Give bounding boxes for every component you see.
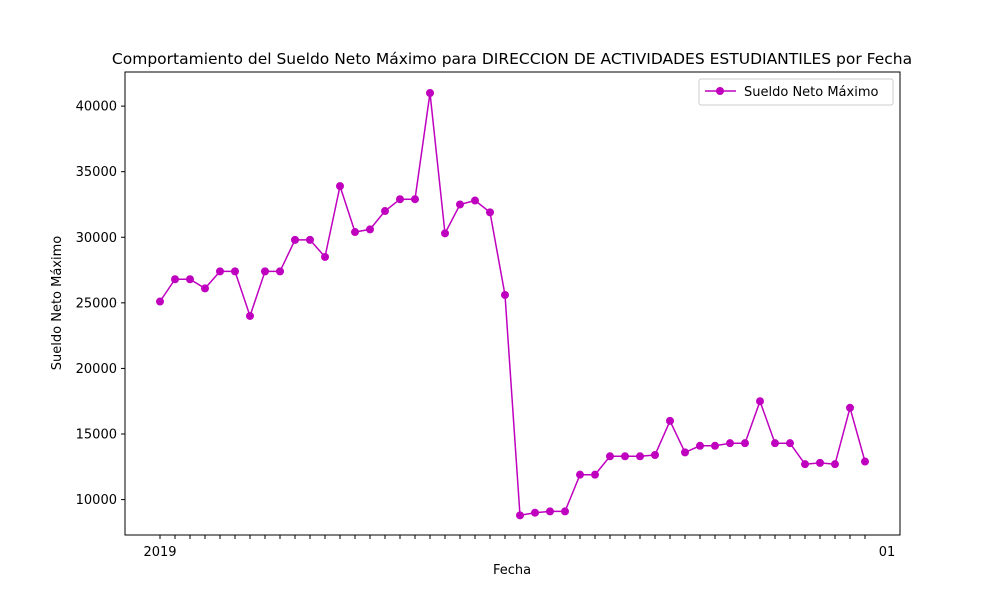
data-point <box>576 470 584 479</box>
data-point <box>216 267 224 276</box>
data-point <box>501 290 509 299</box>
data-point <box>786 439 794 448</box>
x-axis-label: Fecha <box>493 563 531 578</box>
plot-area <box>124 71 901 536</box>
y-axis: 10000 15000 20000 25000 30000 35000 40000 <box>76 100 125 508</box>
data-point <box>351 228 359 237</box>
x-tick-label: 01 <box>879 545 896 560</box>
data-point <box>471 196 479 205</box>
data-point <box>516 511 524 520</box>
data-point <box>531 508 539 517</box>
y-axis-label: Sueldo Neto Máximo <box>50 236 65 370</box>
data-point <box>411 195 419 204</box>
data-point <box>861 457 869 466</box>
data-point <box>306 235 314 244</box>
data-point <box>396 195 404 204</box>
data-point <box>666 416 674 425</box>
data-point <box>321 252 329 261</box>
legend-marker <box>716 87 724 95</box>
data-point <box>636 452 644 461</box>
data-point <box>276 267 284 276</box>
data-point <box>426 88 434 97</box>
data-point <box>171 275 179 284</box>
data-point <box>606 452 614 461</box>
legend-box <box>698 78 894 106</box>
data-point <box>726 439 734 448</box>
y-tick-label: 10000 <box>76 493 117 508</box>
data-point <box>711 441 719 450</box>
series-line <box>159 92 866 517</box>
y-tick-label: 30000 <box>76 231 117 246</box>
data-point <box>246 311 254 320</box>
x-tick-label: 2019 <box>143 545 176 560</box>
y-tick-label: 35000 <box>76 165 117 180</box>
data-point <box>381 207 389 216</box>
y-tick-label: 20000 <box>76 362 117 377</box>
data-point <box>741 439 749 448</box>
y-tick-label: 25000 <box>76 296 117 311</box>
data-point <box>621 452 629 461</box>
data-point <box>456 200 464 209</box>
legend-label: Sueldo Neto Máximo <box>744 85 878 100</box>
data-point <box>336 182 344 191</box>
data-point <box>696 441 704 450</box>
y-tick-label: 40000 <box>76 100 117 115</box>
data-point <box>816 458 824 467</box>
chart-title: Comportamiento del Sueldo Neto Máximo pa… <box>112 50 912 68</box>
data-point <box>771 439 779 448</box>
data-point <box>261 267 269 276</box>
data-point <box>231 267 239 276</box>
data-point <box>831 460 839 469</box>
data-point <box>186 275 194 284</box>
data-point <box>291 235 299 244</box>
data-point <box>366 225 374 234</box>
data-point <box>681 448 689 457</box>
data-point <box>201 284 209 293</box>
x-axis: 2019 01 <box>143 535 895 560</box>
data-point <box>846 403 854 412</box>
series-group <box>156 88 869 520</box>
legend: Sueldo Neto Máximo <box>698 78 894 106</box>
y-tick-label: 15000 <box>76 428 117 443</box>
data-point <box>801 460 809 469</box>
data-point <box>651 450 659 459</box>
data-point <box>561 507 569 516</box>
data-point <box>441 229 449 238</box>
data-point <box>591 470 599 479</box>
data-point <box>156 297 164 306</box>
data-point <box>756 397 764 406</box>
data-point <box>546 507 554 516</box>
data-point <box>486 208 494 217</box>
